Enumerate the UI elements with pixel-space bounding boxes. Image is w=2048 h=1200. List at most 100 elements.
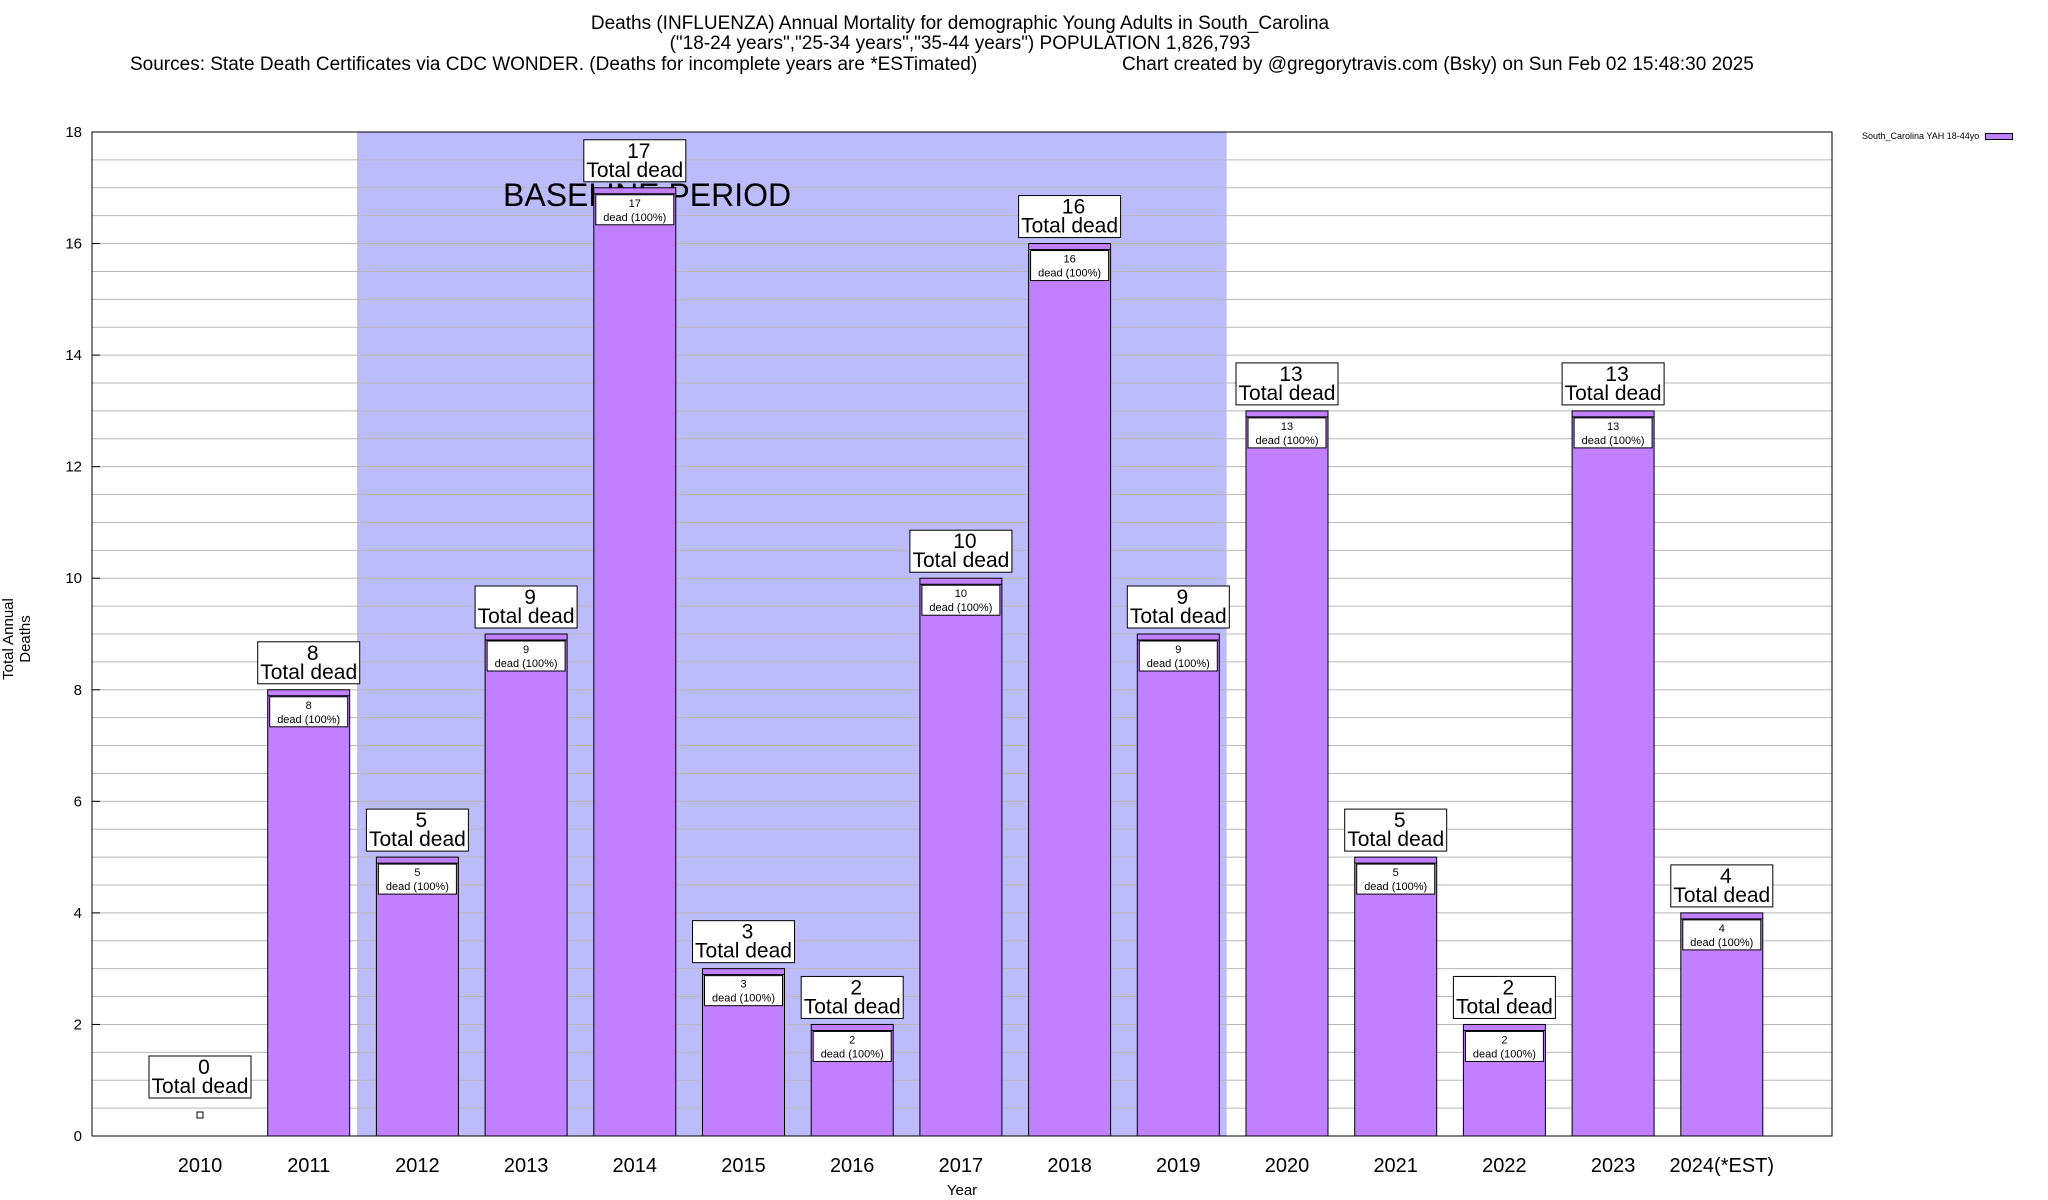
total-label-value: 13	[1605, 363, 1628, 386]
total-label-value: 2	[850, 976, 862, 999]
y-tick-label: 8	[74, 682, 82, 699]
total-label-text: Total dead	[1347, 828, 1444, 851]
y-tick-label: 10	[65, 570, 82, 587]
total-label-text: Total dead	[1456, 995, 1553, 1018]
chart-title-line-2: ("18-24 years","25-34 years","35-44 year…	[669, 33, 1251, 54]
total-label-value: 2	[1503, 976, 1515, 999]
x-tick-label: 2014	[613, 1155, 658, 1177]
total-label-value: 8	[307, 642, 319, 665]
chart-title: Deaths (INFLUENZA) Annual Mortality for …	[0, 14, 1920, 54]
x-axis-label: Year	[946, 1182, 978, 1199]
y-tick-label: 12	[65, 459, 82, 476]
inner-label-value: 13	[1607, 421, 1619, 433]
total-label-value: 4	[1720, 865, 1732, 888]
inner-label-box	[812, 1030, 892, 1062]
y-tick-label: 6	[74, 793, 82, 810]
total-label-text: Total dead	[1565, 382, 1662, 405]
inner-label-text: dead (100%)	[1473, 1048, 1536, 1060]
legend-swatch	[1985, 132, 2014, 140]
inner-label-value: 16	[1063, 254, 1075, 266]
inner-label-value: 5	[1393, 867, 1399, 879]
total-label-text: Total dead	[260, 661, 357, 684]
total-label-box	[1561, 362, 1665, 406]
bar	[375, 856, 459, 1137]
inner-label-box	[595, 194, 675, 226]
x-tick-label: 2021	[1373, 1155, 1418, 1177]
x-tick-label: 2024(*EST)	[1670, 1155, 1775, 1177]
inner-label-text: dead (100%)	[1582, 435, 1645, 447]
inner-label-value: 2	[1501, 1034, 1507, 1046]
inner-label-box	[1356, 863, 1436, 895]
total-label-text: Total dead	[1673, 884, 1770, 907]
total-label-text: Total dead	[1130, 605, 1227, 628]
total-label-value: 5	[416, 809, 428, 832]
x-tick-label: 2020	[1265, 1155, 1310, 1177]
x-tick-label: 2019	[1156, 1155, 1201, 1177]
total-label-text: Total dead	[1239, 382, 1336, 405]
total-label-box	[365, 808, 469, 852]
inner-label-text: dead (100%)	[712, 993, 775, 1005]
total-label-value: 5	[1394, 809, 1406, 832]
total-label-box	[1126, 585, 1230, 629]
inner-label-value: 8	[306, 700, 312, 712]
inner-label-value: 3	[740, 979, 746, 991]
inner-label-box	[377, 863, 457, 895]
x-tick-label: 2022	[1482, 1155, 1527, 1177]
inner-label-value: 9	[1175, 644, 1181, 656]
inner-label-text: dead (100%)	[1038, 268, 1101, 280]
inner-label-value: 10	[955, 588, 967, 600]
total-label-text: Total dead	[478, 605, 575, 628]
inner-label-box	[704, 975, 783, 1007]
total-label-text: Total dead	[369, 828, 466, 851]
bar	[267, 689, 351, 1137]
inner-label-text: dead (100%)	[603, 212, 666, 224]
chart-title-line-1: Deaths (INFLUENZA) Annual Mortality for …	[590, 13, 1330, 34]
total-label-value: 9	[524, 586, 536, 609]
zero-marker	[196, 1111, 204, 1119]
total-label-text: Total dead	[804, 995, 901, 1018]
total-label-value: 10	[953, 530, 976, 553]
y-tick-label: 4	[74, 905, 82, 922]
x-tick-label: 2016	[830, 1155, 875, 1177]
bar	[484, 633, 568, 1137]
legend-label: South_Carolina YAH 18-44yo	[1862, 131, 1980, 141]
x-tick-label: 2011	[287, 1155, 330, 1177]
chart-sources: Sources: State Death Certificates via CD…	[130, 54, 978, 75]
y-tick-label: 14	[65, 347, 82, 364]
inner-label-text: dead (100%)	[277, 714, 340, 726]
x-tick-label: 2010	[178, 1155, 223, 1177]
chart-credit: Chart created by @gregorytravis.com (Bsk…	[1122, 54, 1754, 75]
total-label-box	[1452, 975, 1556, 1019]
inner-label-text: dead (100%)	[929, 602, 992, 614]
bar	[1136, 633, 1220, 1137]
total-label-value: 9	[1176, 586, 1188, 609]
bar	[919, 577, 1003, 1137]
inner-label-value: 2	[849, 1034, 855, 1046]
total-label-box	[583, 139, 687, 183]
inner-label-value: 13	[1281, 421, 1293, 433]
inner-label-text: dead (100%)	[386, 881, 449, 893]
x-tick-label: 2018	[1047, 1155, 1092, 1177]
total-label-box	[1344, 808, 1448, 852]
total-label-text: Total dead	[695, 940, 792, 963]
inner-label-box	[1030, 250, 1110, 282]
total-label-text: Total dead	[586, 159, 683, 182]
bar	[1245, 410, 1329, 1137]
x-tick-label: 2023	[1591, 1155, 1636, 1177]
x-tick-label: 2013	[504, 1155, 549, 1177]
y-tick-label: 18	[65, 124, 82, 141]
inner-label-text: dead (100%)	[1690, 937, 1753, 949]
total-label-box	[1018, 195, 1122, 239]
y-tick-label: 2	[74, 1016, 82, 1033]
total-label-box	[909, 529, 1013, 573]
inner-label-value: 5	[414, 867, 420, 879]
y-tick-label: 0	[74, 1128, 82, 1145]
total-label-text: Total dead	[1021, 215, 1118, 238]
inner-label-text: dead (100%)	[1364, 881, 1427, 893]
inner-label-box	[486, 640, 566, 672]
total-label-text: Total dead	[152, 1075, 249, 1098]
inner-label-text: dead (100%)	[495, 658, 558, 670]
inner-label-box	[1247, 417, 1327, 449]
x-tick-label: 2017	[939, 1155, 984, 1177]
